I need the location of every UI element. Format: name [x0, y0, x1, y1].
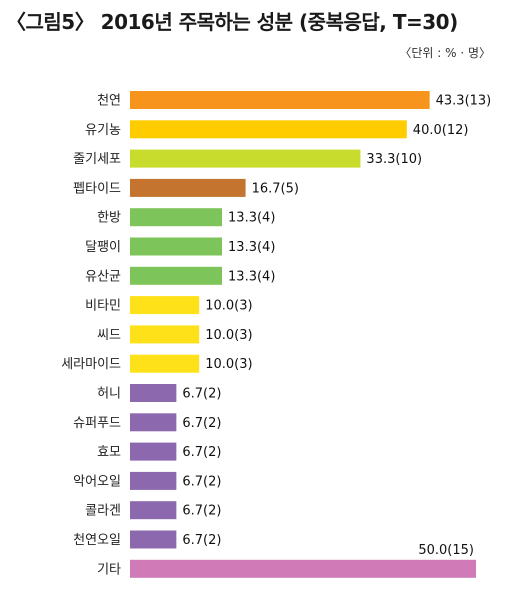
category-label: 한방	[97, 211, 121, 226]
chart-title: 〈그림5〉 2016년 주목하는 성분 (중복응답, T=30)	[6, 10, 458, 34]
category-label: 씨드	[97, 328, 121, 343]
bar-13	[130, 471, 177, 490]
category-label: 유산균	[85, 269, 121, 284]
bar-0	[130, 91, 430, 109]
category-label: 세라마이드	[61, 357, 121, 372]
bar-12	[130, 442, 177, 461]
value-label: 6.7(2)	[182, 533, 221, 548]
value-label: 16.7(5)	[252, 181, 299, 196]
category-label: 줄기세포	[73, 152, 121, 167]
value-label: 10.0(3)	[205, 328, 252, 343]
bar-14	[130, 501, 177, 520]
category-label: 천연	[97, 94, 121, 109]
bar-16	[130, 559, 476, 578]
category-label: 기타	[97, 562, 121, 577]
value-label: 10.0(3)	[205, 357, 252, 372]
bar-15	[130, 530, 177, 549]
bar-7	[130, 296, 200, 315]
bar-2	[130, 149, 361, 168]
value-label: 6.7(2)	[182, 474, 221, 489]
bar-5	[130, 237, 223, 256]
value-label: 13.3(4)	[228, 211, 275, 226]
value-label: 10.0(3)	[205, 299, 252, 314]
value-label: 50.0(15)	[418, 543, 474, 558]
value-label: 40.0(12)	[413, 123, 469, 138]
value-label: 13.3(4)	[228, 240, 275, 255]
value-label: 13.3(4)	[228, 269, 275, 284]
category-label: 비타민	[85, 299, 121, 314]
category-label: 악어오일	[73, 474, 121, 489]
category-label: 펩타이드	[73, 181, 121, 196]
value-label: 43.3(13)	[436, 94, 492, 109]
category-label: 슈퍼푸드	[73, 416, 121, 431]
unit-note: 〈단위 : % · 명〉	[399, 46, 491, 60]
value-label: 6.7(2)	[182, 416, 221, 431]
category-label: 콜라겐	[85, 504, 121, 519]
value-label: 6.7(2)	[182, 504, 221, 519]
value-label: 6.7(2)	[182, 445, 221, 460]
category-label: 허니	[97, 387, 121, 402]
category-label: 유기농	[85, 123, 121, 138]
bar-3	[130, 178, 246, 197]
value-label: 6.7(2)	[182, 387, 221, 402]
bar-4	[130, 208, 223, 227]
bar-10	[130, 384, 177, 402]
bar-9	[130, 354, 200, 373]
bar-1	[130, 120, 407, 139]
bar-6	[130, 266, 223, 285]
bar-8	[130, 325, 200, 344]
category-label: 달팽이	[85, 240, 121, 255]
category-label: 천연오일	[73, 533, 121, 548]
category-label: 효모	[97, 445, 121, 460]
bar-11	[130, 413, 177, 432]
value-label: 33.3(10)	[366, 152, 422, 167]
